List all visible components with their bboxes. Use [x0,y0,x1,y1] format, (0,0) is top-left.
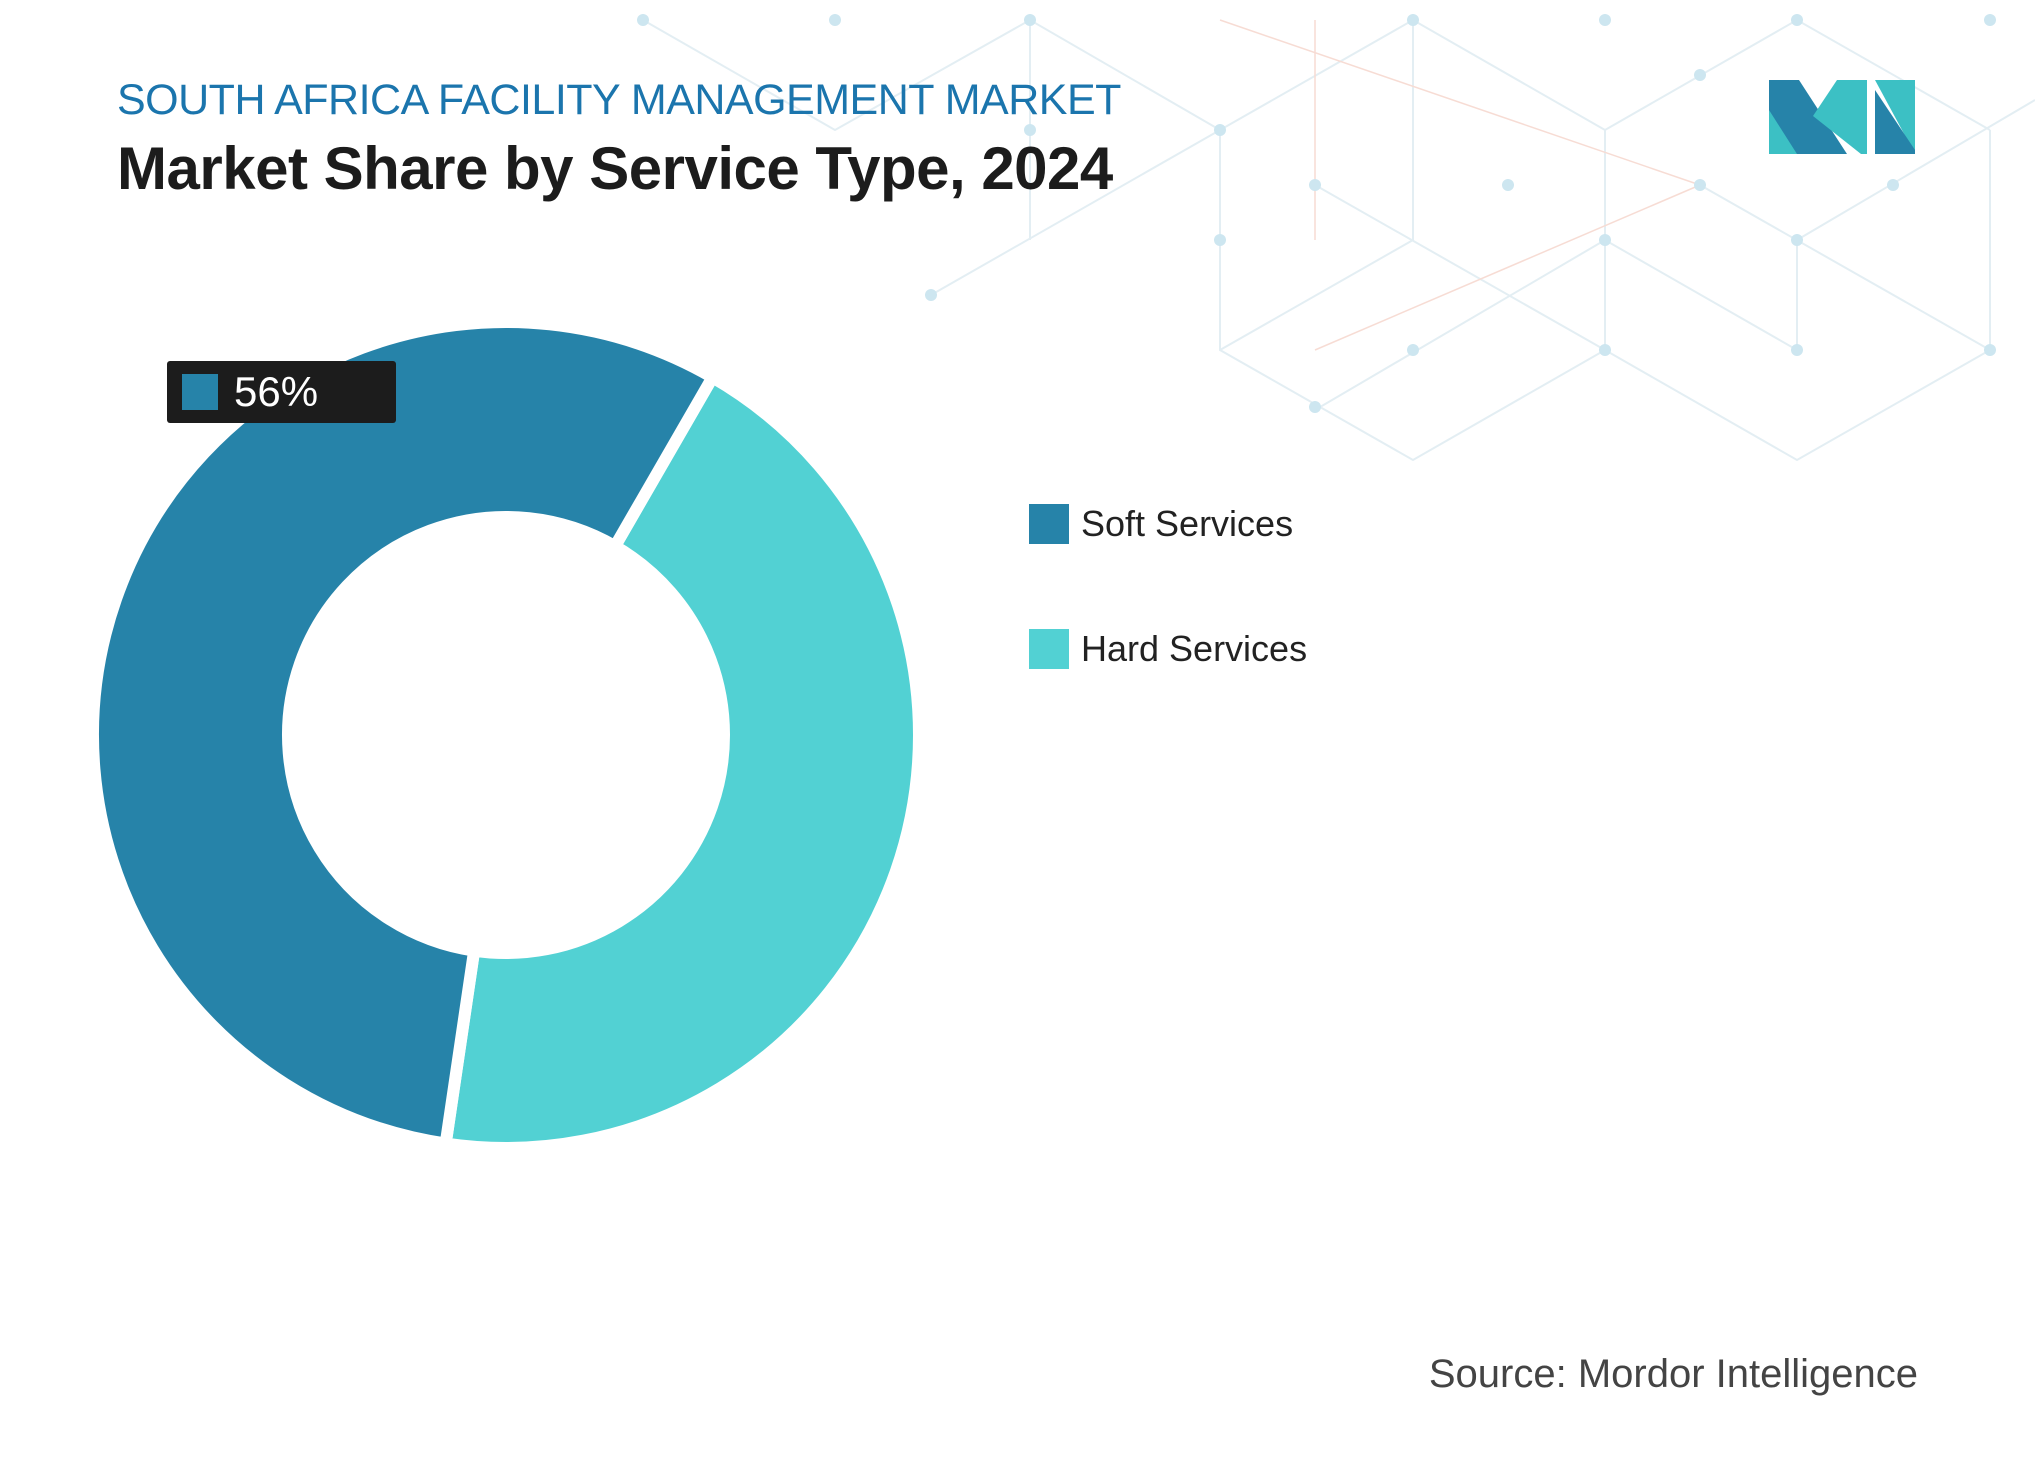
donut-slice-soft-services[interactable] [87,316,721,1151]
legend-item-soft-services[interactable]: Soft Services [1029,503,1307,544]
donut-slice-hard-services[interactable] [438,369,925,1154]
data-label-swatch [182,374,218,410]
source-note: Source: Mordor Intelligence [1428,1352,1918,1396]
legend-label: Soft Services [1081,503,1294,544]
legend-swatch [1029,504,1069,544]
data-label-soft-services: 56% [167,361,396,423]
legend: Soft Services Hard Services [1029,503,1308,754]
legend-swatch [1029,629,1069,669]
chart-title: Market Share by Service Type, 2024 [117,135,1113,202]
legend-label: Hard Services [1081,628,1308,669]
mordor-logo [1769,80,1915,154]
chart-kicker: SOUTH AFRICA FACILITY MANAGEMENT MARKET [117,76,1121,124]
legend-item-hard-services[interactable]: Hard Services [1029,628,1308,669]
data-label-value: 56% [234,368,319,415]
